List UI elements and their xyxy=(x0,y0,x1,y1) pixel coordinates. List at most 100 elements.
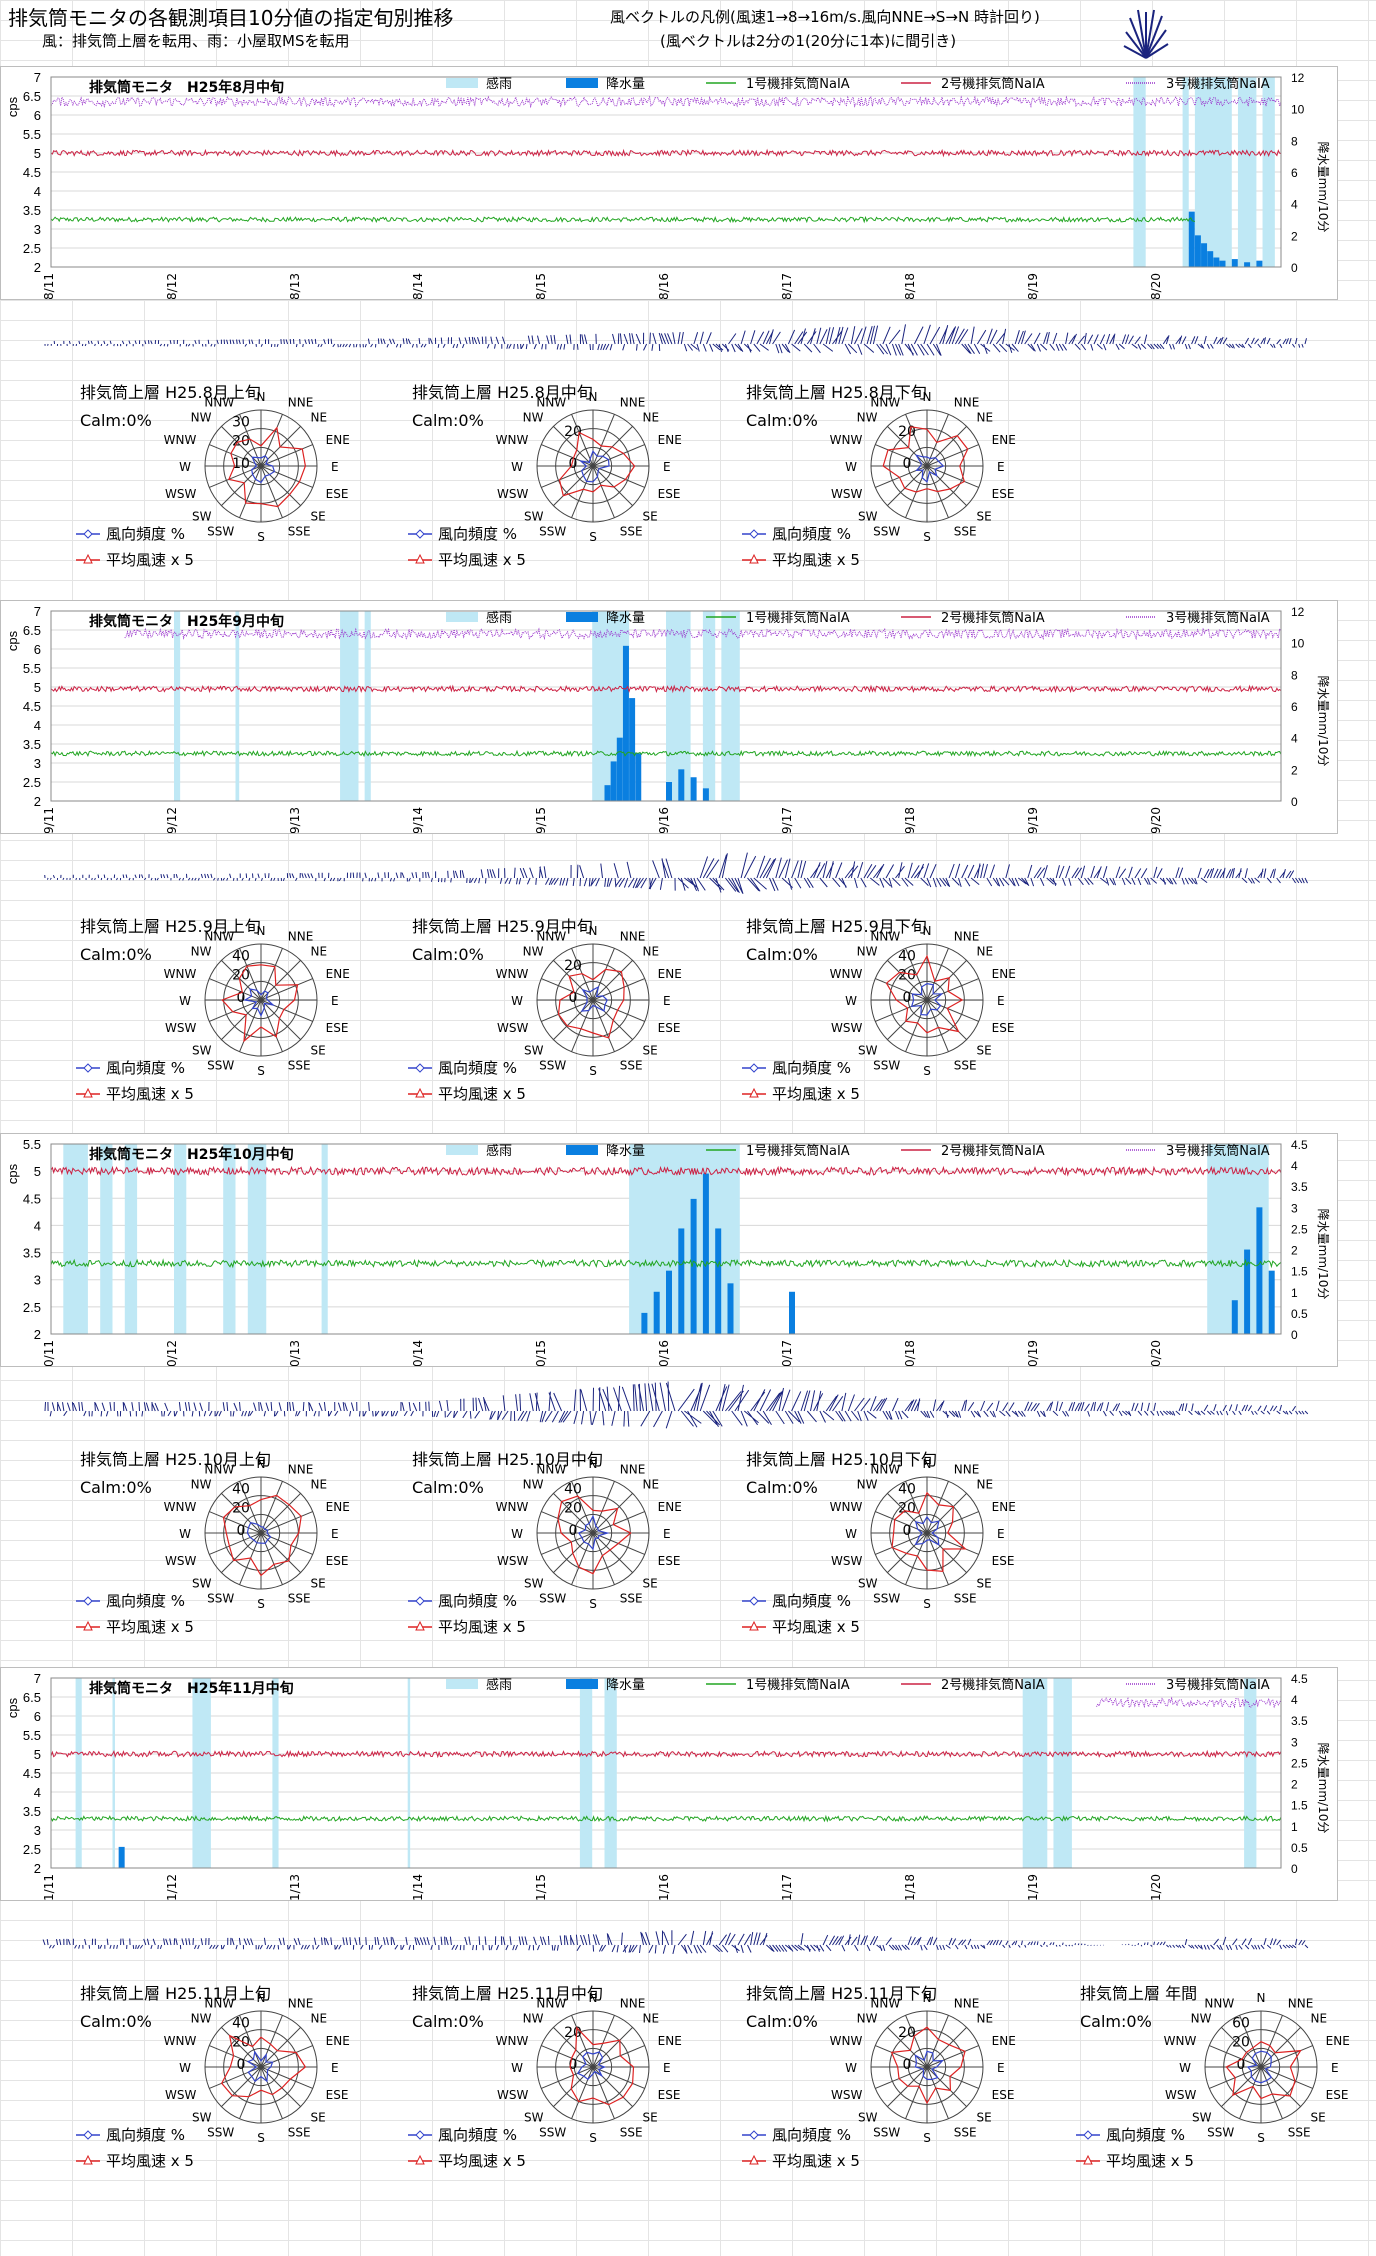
rose-spoke xyxy=(239,2015,262,2068)
y2-tick-label: 4.5 xyxy=(1291,1138,1308,1152)
rose-direction-label: WSW xyxy=(831,2088,862,2102)
rose-spoke xyxy=(926,2066,967,2107)
rose-ring-label: 0 xyxy=(903,456,912,472)
x-tick-label: 11/14 xyxy=(411,1874,425,1900)
rose-spoke xyxy=(221,999,262,1040)
rose-direction-label: ENE xyxy=(658,967,682,981)
legend-label: 2号機排気筒NaIA xyxy=(941,76,1045,92)
calm-value: Calm:0% xyxy=(1080,2012,1152,2031)
legend-swatch xyxy=(446,612,478,622)
wind-rose: 排気筒上層 H25.11月上旬 Calm:0% N NNE NE ENE E ESE SE SSE… xyxy=(76,1984,406,2175)
wind-rose-title: 排気筒上層 H25.9月中旬 xyxy=(412,917,593,936)
calm-value: Calm:0% xyxy=(80,2012,152,2031)
rose-spoke xyxy=(553,2027,594,2068)
rose-direction-label: W xyxy=(179,994,191,1008)
rose-legend-marker xyxy=(83,2154,93,2165)
rose-direction-label: W xyxy=(511,2061,523,2075)
rose-direction-label: ESE xyxy=(658,2088,681,2102)
series-line-unit1 xyxy=(50,215,1196,224)
x-tick-label: 8/16 xyxy=(657,273,671,299)
y-tick-label: 5 xyxy=(34,680,41,695)
rose-spoke xyxy=(926,1532,949,1585)
rose-direction-label: ESE xyxy=(992,1554,1015,1568)
x-tick-label: 9/13 xyxy=(288,807,302,833)
rose-ring-label: 40 xyxy=(564,1482,582,1498)
rose-direction-label: NNW xyxy=(870,1996,900,2010)
rose-spoke xyxy=(239,1532,262,1585)
rose-direction-label: W xyxy=(179,2061,191,2075)
rose-legend-speed: 平均風速 x 5 xyxy=(106,1085,194,1103)
rose-direction-label: NNE xyxy=(620,929,646,943)
y-tick-label: 3 xyxy=(34,1823,41,1838)
rose-spoke xyxy=(571,1532,594,1585)
rose-spoke xyxy=(926,1493,967,1534)
rose-spoke xyxy=(541,2066,594,2089)
rose-spoke xyxy=(592,2066,615,2119)
rose-legend-frequency: 風向頻度 % xyxy=(106,1592,185,1610)
rose-spoke xyxy=(553,426,594,467)
rose-direction-label: ENE xyxy=(658,1500,682,1514)
rain-sense-bar xyxy=(1262,77,1275,267)
rose-legend-marker xyxy=(415,2130,425,2140)
x-tick-label: 10/13 xyxy=(288,1340,302,1366)
rose-spoke xyxy=(571,999,594,1052)
rose-direction-label: NE xyxy=(642,411,659,425)
y-tick-label: 3 xyxy=(34,1273,41,1288)
rose-direction-label: NW xyxy=(191,945,212,959)
legend-label: 降水量 xyxy=(606,1678,645,1693)
rose-direction-label: SW xyxy=(192,2110,212,2124)
rose-direction-label: NE xyxy=(642,945,659,959)
legend-label: 2号機排気筒NaIA xyxy=(941,1143,1045,1159)
legend-label: 2号機排気筒NaIA xyxy=(941,1677,1045,1693)
legend-swatch xyxy=(446,78,478,88)
rose-direction-label: SW xyxy=(192,509,212,523)
rose-direction-label: SW xyxy=(192,1576,212,1590)
rose-direction-label: WNW xyxy=(830,1500,863,1514)
wind-vector-band xyxy=(0,304,1376,384)
rose-frequency-polygon xyxy=(1246,2050,1273,2084)
rose-direction-label: NNW xyxy=(536,1462,566,1476)
x-tick-label: 8/13 xyxy=(288,273,302,299)
rose-direction-label: NNW xyxy=(870,395,900,409)
rain-amount-bar xyxy=(653,1291,660,1334)
y2-tick-label: 6 xyxy=(1291,166,1298,180)
rose-legend-marker xyxy=(83,1087,93,1098)
rose-spoke xyxy=(260,1511,313,1534)
rose-direction-label: ENE xyxy=(992,433,1016,447)
series-line-unit3 xyxy=(1096,1696,1282,1709)
rose-direction-label: NW xyxy=(857,945,878,959)
rose-direction-label: W xyxy=(511,994,523,1008)
series-line-unit2 xyxy=(50,684,1282,694)
rose-direction-label: N xyxy=(923,390,932,404)
rose-spoke xyxy=(875,2066,928,2089)
rose-direction-label: E xyxy=(1331,2061,1339,2075)
rain-sense-bar xyxy=(63,1144,88,1334)
y2-tick-label: 4 xyxy=(1291,1159,1298,1173)
time-series-chart: 2 2.5 3 3.5 4 4.5 5 5.5 6 6.5 7 0 2 4 6 8 10 12 cps 降水量mm/1… xyxy=(0,600,1338,834)
x-tick-label: 11/15 xyxy=(534,1874,548,1900)
rose-ring-label: 20 xyxy=(232,1500,250,1516)
rose-spoke xyxy=(926,999,967,1040)
rose-spoke xyxy=(926,1481,949,1534)
rose-direction-label: S xyxy=(589,1597,597,1611)
rose-spoke xyxy=(571,2015,594,2068)
rose-direction-label: NNE xyxy=(1288,1996,1314,2010)
rose-spoke xyxy=(541,999,594,1022)
rain-sense-bar xyxy=(407,1678,411,1868)
rose-direction-label: WNW xyxy=(496,2034,529,2048)
rose-ring-label: 20 xyxy=(898,967,916,983)
y-tick-label: 2.5 xyxy=(23,1842,41,1857)
rain-amount-bar xyxy=(678,769,685,801)
rose-direction-label: S xyxy=(257,1064,265,1078)
plot-frame xyxy=(50,1677,1282,1869)
rose-direction-label: SE xyxy=(310,1576,325,1590)
rose-legend-speed: 平均風速 x 5 xyxy=(772,1618,860,1636)
rose-direction-label: NNE xyxy=(288,929,314,943)
rose-direction-label: N xyxy=(589,1457,598,1471)
rose-ring-label: 20 xyxy=(898,424,916,440)
y-tick-label: 4 xyxy=(34,1218,41,1233)
rose-legend-speed: 平均風速 x 5 xyxy=(772,2152,860,2170)
rose-speed-polygon xyxy=(569,2026,635,2106)
rose-direction-label: WSW xyxy=(831,1554,862,1568)
rose-legend-marker xyxy=(83,1063,93,1073)
